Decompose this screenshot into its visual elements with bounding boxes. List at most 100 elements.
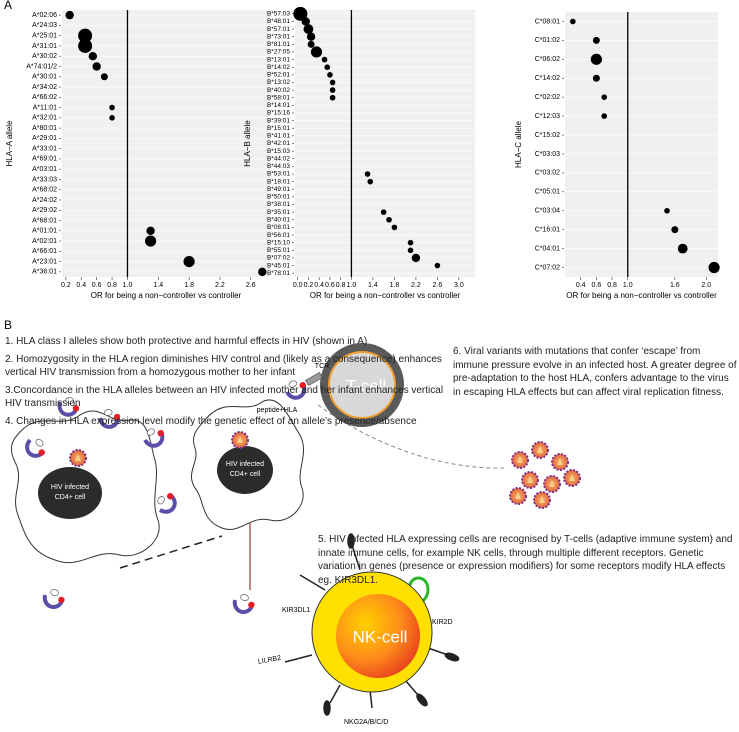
- transmission-line: [119, 535, 223, 569]
- x-tick-label: 0.4: [576, 282, 586, 289]
- nk-cell-inner: [336, 594, 420, 678]
- dot: [367, 178, 374, 185]
- peptide-label: peptide+HLA: [257, 407, 298, 414]
- receptor-label: NKG2A/B/C/D: [344, 719, 388, 726]
- y-tick-label: A*24:02: [32, 197, 57, 204]
- y-tick-label: B*49:01: [267, 186, 290, 193]
- item-text: 6. Viral variants with mutations that co…: [453, 346, 737, 398]
- dot: [109, 115, 115, 121]
- x-tick-label: 0.4: [314, 282, 324, 289]
- virus: [551, 453, 569, 471]
- y-tick-label: A*31:01: [32, 43, 57, 50]
- dot: [78, 28, 93, 43]
- item-text: 3.Concordance in the HLA alleles between…: [5, 384, 444, 410]
- dot: [708, 261, 720, 274]
- y-tick-label: B*14:01: [267, 102, 290, 109]
- x-axis-title: OR for being a non−controller vs control…: [566, 291, 717, 300]
- t-cell-inner: [328, 351, 396, 419]
- dot: [88, 52, 98, 61]
- y-tick-label: C*01:02: [535, 37, 560, 44]
- receptor-label: KIR3DL1: [282, 607, 311, 614]
- dot: [592, 36, 600, 44]
- x-tick-label: 1.0: [623, 282, 633, 289]
- y-tick-label: B*27:05: [267, 49, 290, 56]
- y-tick-label: A*23:01: [32, 258, 57, 265]
- y-tick-label: A*66:02: [32, 94, 57, 101]
- y-tick-label: A*34:02: [32, 84, 57, 91]
- y-tick-label: A*68:01: [32, 217, 57, 224]
- y-tick-label: C*15:02: [535, 132, 560, 139]
- item-text: 2. Homozygosity in the HLA region dimini…: [5, 353, 442, 379]
- y-tick-label: B*45:01: [267, 262, 290, 269]
- y-tick-label: A*24:03: [32, 22, 57, 29]
- virus: [563, 469, 581, 487]
- x-tick-label: 1.8: [390, 282, 400, 289]
- x-axis-title: OR for being a non−controller vs control…: [310, 291, 461, 300]
- y-tick-label: A*33:03: [32, 176, 57, 183]
- receptor-label: KIR2D: [432, 619, 453, 626]
- nucleus: [217, 446, 273, 494]
- virus: [521, 471, 539, 489]
- x-tick-label: 1.8: [184, 282, 194, 289]
- y-tick-label: A*33:01: [32, 145, 57, 152]
- tcr-receptor: [305, 371, 323, 387]
- y-tick-label: B*41:01: [267, 133, 290, 140]
- hla-molecule: [231, 591, 259, 616]
- y-tick-label: C*14:02: [535, 75, 560, 82]
- cell-label: HIV infected: [226, 461, 264, 468]
- y-tick-label: C*12:03: [535, 113, 560, 120]
- x-tick-label: 1.0: [347, 282, 357, 289]
- dot: [434, 262, 441, 269]
- x-tick-label: 2.2: [215, 282, 225, 289]
- x-tick-label: 2.0: [701, 282, 711, 289]
- dot: [411, 253, 421, 263]
- y-tick-label: B*14:02: [267, 64, 290, 71]
- nk-cell-label: NK-cell: [353, 627, 408, 646]
- y-tick-label: B*39:01: [267, 117, 290, 124]
- escape-link: [317, 404, 506, 469]
- dot: [100, 73, 108, 81]
- y-tick-label: B*35:01: [267, 209, 290, 216]
- y-tick-label: B*07:02: [267, 255, 290, 262]
- y-tick-label: B*73:01: [267, 33, 290, 40]
- y-tick-label: B*48:01: [267, 18, 290, 25]
- x-tick-label: 1.6: [670, 282, 680, 289]
- y-tick-label: A*32:01: [32, 115, 57, 122]
- y-tick-label: A*30:01: [32, 74, 57, 81]
- x-tick-label: 0.8: [336, 282, 346, 289]
- cell-label: CD4+ cell: [55, 494, 86, 501]
- y-tick-label: C*03:03: [535, 151, 560, 158]
- y-tick-label: B*40:01: [267, 217, 290, 224]
- y-tick-label: B*52:01: [267, 72, 290, 79]
- dot: [78, 38, 93, 53]
- y-tick-label: B*40:02: [267, 87, 290, 94]
- y-tick-label: B*78:01: [267, 270, 290, 277]
- cell-label: CD4+ cell: [230, 471, 261, 478]
- dot: [671, 226, 679, 234]
- y-tick-label: B*57:03: [267, 11, 290, 18]
- dot: [329, 79, 336, 86]
- y-tick-label: B*56:01: [267, 232, 290, 239]
- y-tick-label: A*29:02: [32, 207, 57, 214]
- y-tick-label: B*15:03: [267, 148, 290, 155]
- y-tick-label: A*80:01: [32, 125, 57, 132]
- item-text: 1. HLA class I alleles show both protect…: [5, 336, 368, 347]
- dot: [391, 224, 398, 231]
- x-axis-title: OR for being a non−controller vs control…: [91, 291, 242, 300]
- virus: [543, 475, 561, 493]
- hla-molecule: [151, 487, 182, 518]
- y-tick-label: A*01:01: [32, 228, 57, 235]
- y-tick-label: A*69:01: [32, 156, 57, 163]
- dot: [364, 171, 371, 177]
- item-text: 4. Changes in HLA expression level modif…: [5, 415, 417, 427]
- t-cell-label: T-cell: [346, 376, 387, 395]
- x-tick-label: 0.8: [607, 282, 617, 289]
- y-axis-title: HLA−B allele: [243, 120, 252, 167]
- dot: [327, 72, 333, 78]
- dot: [601, 94, 608, 100]
- x-tick-label: 0.6: [592, 282, 602, 289]
- x-tick-label: 2.2: [411, 282, 421, 289]
- tcr-label: TCR: [315, 363, 329, 370]
- dot: [380, 209, 387, 215]
- y-tick-label: A*36:01: [32, 269, 57, 276]
